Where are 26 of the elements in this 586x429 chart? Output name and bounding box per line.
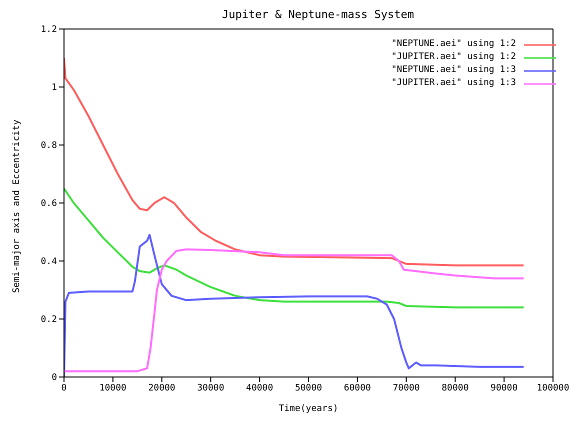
x-tick-label: 90000 <box>490 383 518 394</box>
x-axis-title: Time(years) <box>278 404 338 414</box>
y-axis-title: Semi-major axis and Eccentricity <box>12 119 22 293</box>
legend-label: "NEPTUNE.aei" using 1:3 <box>391 64 516 77</box>
y-tick-label: 0.8 <box>40 141 57 152</box>
x-tick-label: 10000 <box>99 383 126 394</box>
legend-label: "NEPTUNE.aei" using 1:2 <box>391 38 516 51</box>
x-tick-label: 0 <box>61 383 67 394</box>
y-tick-label: 0.4 <box>40 257 57 268</box>
x-tick-label: 50000 <box>294 383 322 394</box>
x-tick-label: 20000 <box>148 383 176 394</box>
legend-label: "JUPITER.aei" using 1:2 <box>391 51 516 64</box>
y-tick-label: 1 <box>52 83 57 94</box>
y-tick-label: 0.6 <box>40 199 57 210</box>
x-tick-label: 40000 <box>246 383 274 394</box>
x-tick-label: 70000 <box>392 383 420 394</box>
x-tick-label: 60000 <box>344 383 371 394</box>
line-series <box>64 188 525 308</box>
y-tick-label: 1.2 <box>40 25 57 36</box>
y-tick-label: 0 <box>52 373 57 384</box>
legend-label: "JUPITER.aei" using 1:3 <box>391 77 516 90</box>
x-tick-label: 100000 <box>536 383 570 394</box>
chart-title: Jupiter & Neptune-mass System <box>220 8 416 21</box>
y-tick-label: 0.2 <box>40 315 57 326</box>
x-tick-label: 30000 <box>197 383 224 394</box>
x-tick-label: 80000 <box>442 383 469 394</box>
